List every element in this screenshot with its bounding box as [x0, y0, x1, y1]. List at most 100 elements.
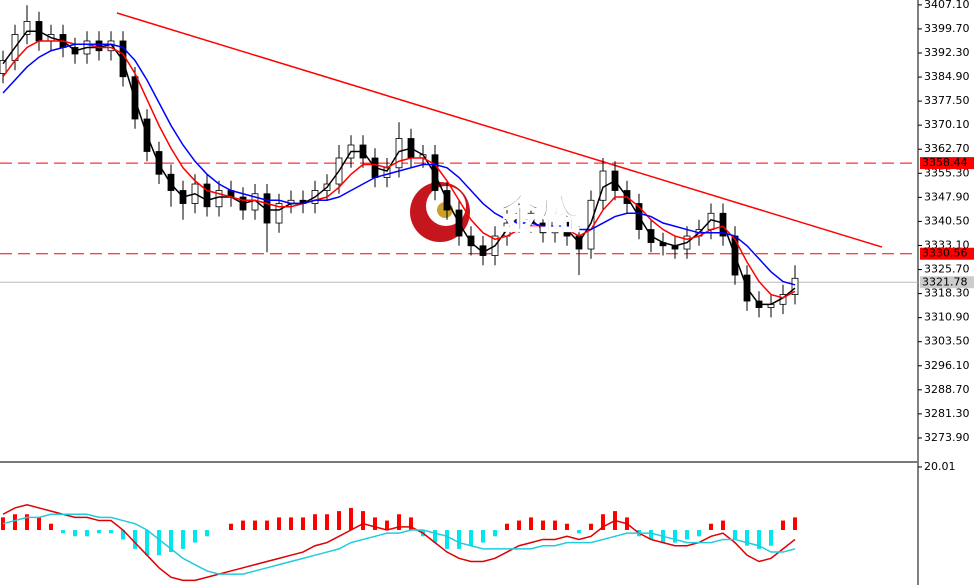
- macd-line: [2, 513, 796, 575]
- histogram-bar: [121, 530, 125, 540]
- level-box: [920, 157, 974, 170]
- y-tick-label: 3370.10: [924, 118, 970, 131]
- candle-body: [95, 40, 103, 52]
- histogram-bar: [541, 520, 545, 531]
- y-tick-label: 3296.10: [924, 359, 970, 372]
- histogram-bar: [769, 530, 773, 546]
- histogram-bar: [697, 530, 701, 537]
- histogram-bar: [361, 511, 365, 531]
- histogram-bar: [709, 523, 713, 531]
- candle-body: [275, 203, 283, 224]
- histogram-bar: [565, 523, 569, 531]
- histogram-bar: [13, 514, 17, 531]
- histogram-bar: [529, 517, 533, 531]
- histogram-bar: [409, 517, 413, 531]
- histogram-bar: [649, 530, 653, 540]
- candle-body: [467, 235, 475, 247]
- histogram-bar: [73, 530, 77, 537]
- histogram-bar: [277, 517, 281, 531]
- y-tick-label: 3392.30: [924, 46, 970, 59]
- histogram-bar: [49, 523, 53, 531]
- histogram-bar: [181, 530, 185, 549]
- histogram-bar: [265, 520, 269, 531]
- candle-body: [215, 190, 223, 208]
- candle-body: [395, 138, 403, 169]
- y-tick-label: 3273.90: [924, 431, 970, 444]
- y-tick-label: 3303.50: [924, 335, 970, 348]
- histogram-bar: [337, 511, 341, 531]
- histogram-bar: [145, 530, 149, 556]
- candle-body: [0, 60, 7, 74]
- histogram-bar: [133, 530, 137, 549]
- candle-body: [587, 199, 595, 250]
- histogram-bar: [109, 530, 113, 534]
- trend-line: [116, 12, 883, 248]
- candle-body: [167, 173, 175, 191]
- histogram-bar: [433, 530, 437, 543]
- histogram-bar: [601, 514, 605, 531]
- histogram-bar: [229, 523, 233, 531]
- current-price-label: 3321.78: [922, 275, 968, 288]
- histogram-bar: [289, 517, 293, 531]
- histogram-bar: [673, 530, 677, 543]
- histogram-bar: [457, 530, 461, 549]
- histogram-bar: [85, 530, 89, 537]
- y-tick-label: 3325.70: [924, 263, 970, 276]
- histogram-bar: [445, 530, 449, 549]
- y-tick-label: 3377.50: [924, 94, 970, 107]
- candle-body: [23, 21, 31, 35]
- candle-body: [383, 167, 391, 178]
- moving-average: [2, 40, 796, 299]
- candle-body: [791, 277, 799, 295]
- y-tick-label: 3355.30: [924, 166, 970, 179]
- histogram-bar: [517, 520, 521, 531]
- histogram-bar: [349, 507, 353, 531]
- candle-body: [203, 183, 211, 208]
- y-tick-label: 3281.30: [924, 407, 970, 420]
- moving-average: [2, 43, 796, 286]
- histogram-bar: [793, 517, 797, 531]
- histogram-bar: [61, 530, 65, 534]
- histogram-bar: [205, 530, 209, 537]
- histogram-bar: [577, 530, 581, 534]
- histogram-bar: [469, 530, 473, 546]
- y-tick-label: 3288.70: [924, 383, 970, 396]
- histogram-bar: [757, 530, 761, 549]
- y-tick-label: 3384.90: [924, 70, 970, 83]
- y-tick-label: 3407.10: [924, 0, 970, 11]
- histogram-bar: [397, 514, 401, 531]
- y-tick-label: 20.01: [924, 460, 956, 473]
- histogram-bar: [385, 520, 389, 531]
- histogram-bar: [721, 520, 725, 531]
- histogram-bar: [157, 530, 161, 556]
- histogram-bar: [781, 520, 785, 531]
- histogram-bar: [589, 523, 593, 531]
- histogram-bar: [25, 514, 29, 531]
- moving-average: [2, 30, 796, 306]
- watermark: 金盛: [499, 191, 580, 238]
- histogram-bar: [253, 520, 257, 531]
- y-tick-label: 3347.90: [924, 190, 970, 203]
- histogram-bar: [505, 523, 509, 531]
- histogram-bar: [733, 530, 737, 540]
- y-tick-label: 3399.70: [924, 22, 970, 35]
- histogram-bar: [745, 530, 749, 546]
- y-tick-label: 3340.50: [924, 214, 970, 227]
- histogram-bar: [373, 517, 377, 531]
- current-price-box: [920, 276, 974, 289]
- histogram-bar: [325, 514, 329, 531]
- level-label: 3330.56: [922, 247, 968, 260]
- histogram-bar: [481, 530, 485, 543]
- histogram-bar: [241, 520, 245, 531]
- y-tick-label: 3310.90: [924, 311, 970, 324]
- histogram-bar: [97, 530, 101, 534]
- histogram-bar: [301, 517, 305, 531]
- candle-body: [563, 219, 571, 237]
- histogram-bar: [193, 530, 197, 543]
- histogram-bar: [493, 530, 497, 537]
- candle-body: [107, 40, 115, 52]
- y-tick-label: 3318.30: [924, 287, 970, 300]
- candle-body: [431, 154, 439, 191]
